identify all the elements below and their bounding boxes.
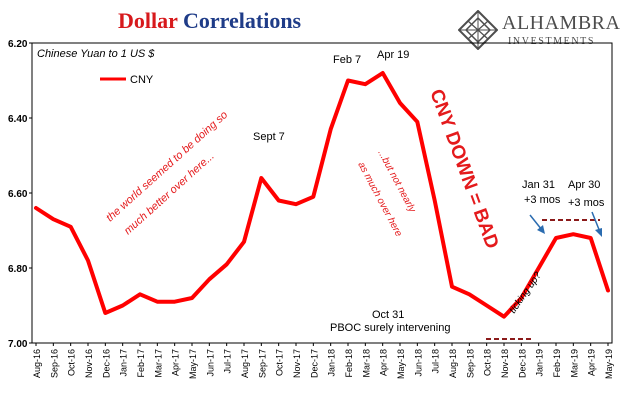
x-tick-label: Sep-18 xyxy=(465,349,475,378)
data-point xyxy=(364,83,367,86)
x-tick-label: Jun-18 xyxy=(413,349,423,377)
data-point xyxy=(398,101,402,105)
jan31-arrowhead xyxy=(537,225,545,234)
data-point xyxy=(156,300,159,303)
title-word-correlations: Correlations xyxy=(182,8,302,33)
x-tick-label: Aug-17 xyxy=(240,349,250,378)
x-tick-label: Mar-19 xyxy=(569,349,579,378)
legend-label: CNY xyxy=(130,74,154,86)
annotation-ticking-up: ticking up? xyxy=(507,270,544,316)
annotation-pboc: PBOC surely intervening xyxy=(330,322,450,334)
x-tick-label: Nov-17 xyxy=(292,349,302,378)
x-tick-label: May-17 xyxy=(188,349,198,379)
annotation-apr30-plus3: +3 mos xyxy=(568,197,605,209)
x-tick-label: Feb-17 xyxy=(136,349,146,378)
data-point xyxy=(294,203,298,206)
apr30-arrowhead xyxy=(595,228,602,237)
x-tick-label: Jul-18 xyxy=(431,349,441,374)
data-point xyxy=(173,300,176,303)
x-tick-label: Oct-18 xyxy=(483,349,493,376)
data-point xyxy=(312,195,315,198)
x-tick-label: Jul-17 xyxy=(223,349,233,374)
data-point xyxy=(450,285,454,288)
data-point xyxy=(554,236,558,240)
x-tick-label: Jun-17 xyxy=(205,349,215,377)
x-tick-label: Apr-17 xyxy=(171,349,181,376)
x-tick-label: Dec-18 xyxy=(517,349,527,378)
x-tick-label: Nov-18 xyxy=(500,349,510,378)
x-tick-label: Oct-17 xyxy=(275,349,285,376)
annotation-oct31: Oct 31 xyxy=(372,309,404,321)
annotation-feb7: Feb 7 xyxy=(333,54,361,66)
data-point xyxy=(485,304,488,307)
data-point xyxy=(381,71,384,75)
data-point xyxy=(121,304,124,307)
y-tick-label: 6.20 xyxy=(8,39,28,50)
data-point xyxy=(138,293,142,296)
data-point xyxy=(52,218,55,221)
x-tick-label: Apr-19 xyxy=(587,349,597,376)
data-point xyxy=(34,206,38,210)
y-tick-label: 6.80 xyxy=(8,264,28,275)
chart-subtitle: Chinese Yuan to 1 US $ xyxy=(37,48,155,60)
x-tick-label: Dec-17 xyxy=(309,349,319,378)
logo-name: ALHAMBRA xyxy=(502,12,621,34)
data-point xyxy=(225,263,228,266)
data-point xyxy=(572,233,575,236)
data-point xyxy=(104,311,107,315)
annotation-apr30: Apr 30 xyxy=(568,179,600,191)
annotation-cny-down-bad: CNY DOWN = BAD xyxy=(425,87,502,252)
x-tick-label: Oct-16 xyxy=(67,349,77,376)
x-tick-label: Jan-19 xyxy=(535,349,545,377)
data-point xyxy=(190,296,194,300)
annotation-jan31-plus3: +3 mos xyxy=(524,194,561,206)
data-point xyxy=(86,259,90,262)
data-point xyxy=(606,289,610,292)
x-tick-label: Jan-18 xyxy=(327,349,337,377)
data-point xyxy=(433,199,436,202)
x-tick-label: Mar-18 xyxy=(361,349,371,378)
x-tick-label: Aug-18 xyxy=(448,349,458,378)
data-point xyxy=(69,225,72,228)
alhambra-logo: ALHAMBRA INVESTMENTS xyxy=(452,8,632,50)
data-point xyxy=(346,79,350,82)
y-tick-label: 6.60 xyxy=(8,189,28,200)
title-word-dollar: Dollar xyxy=(118,8,178,33)
x-tick-label: May-19 xyxy=(604,349,614,379)
data-point xyxy=(589,236,592,240)
y-tick-label: 6.40 xyxy=(8,114,28,125)
data-point xyxy=(277,199,280,202)
x-tick-label: Mar-17 xyxy=(153,349,163,378)
data-point xyxy=(260,176,263,180)
data-point xyxy=(502,315,506,318)
x-tick-label: Sep-16 xyxy=(49,349,59,378)
x-tick-label: Jan-17 xyxy=(119,349,129,377)
x-tick-label: Dec-16 xyxy=(101,349,111,378)
annotation-sept7: Sept 7 xyxy=(253,131,285,143)
data-point xyxy=(537,266,540,270)
data-point xyxy=(416,120,419,123)
data-point xyxy=(520,296,523,300)
diamond-lattice-icon xyxy=(458,10,498,50)
x-tick-label: May-18 xyxy=(396,349,406,379)
x-tick-label: Sep-17 xyxy=(257,349,267,378)
x-tick-label: Apr-18 xyxy=(379,349,389,376)
apr30-arrow xyxy=(591,211,601,233)
x-tick-label: Aug-16 xyxy=(32,349,42,378)
logo-subtitle: INVESTMENTS xyxy=(508,36,596,47)
annotation-world-line1: the world seemed to be doing so xyxy=(104,109,230,224)
chart-title: Dollar Correlations xyxy=(118,8,301,34)
y-tick-label: 7.00 xyxy=(8,339,28,350)
x-tick-label: Feb-19 xyxy=(552,349,562,378)
data-point xyxy=(208,278,211,281)
data-point xyxy=(329,128,332,131)
x-tick-label: Feb-18 xyxy=(344,349,354,378)
data-point xyxy=(242,240,246,243)
annotation-jan31: Jan 31 xyxy=(522,179,555,191)
data-point xyxy=(468,293,471,296)
x-tick-label: Nov-16 xyxy=(84,349,94,378)
cny-series-line xyxy=(34,71,610,319)
annotation-apr19: Apr 19 xyxy=(377,49,409,61)
